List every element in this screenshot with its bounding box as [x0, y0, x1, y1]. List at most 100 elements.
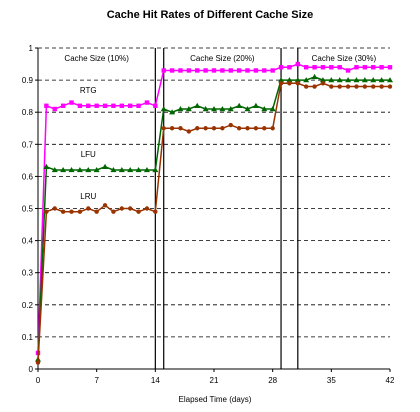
x-tick-label-1: 7 [94, 376, 99, 385]
y-tick-labels: 0 0.1 0.2 0.3 0.4 0.5 0.6 0.7 0.8 0.9 1 [22, 44, 38, 374]
data-point-lru-4 [69, 209, 74, 214]
data-point-rtg-3 [60, 103, 66, 108]
data-point-rtg-26 [253, 68, 259, 73]
data-point-rtg-27 [262, 68, 267, 73]
data-point-lfu-15 [160, 105, 167, 112]
data-point-rtg-12 [136, 103, 141, 108]
series-group [35, 61, 393, 365]
grid-lines [38, 47, 390, 338]
data-point-lru-0 [35, 360, 41, 365]
data-point-rtg-18 [186, 68, 192, 73]
data-point-lru-21 [211, 126, 217, 131]
data-point-rtg-36 [337, 65, 342, 70]
data-point-lru-5 [77, 209, 83, 214]
data-point-lru-18 [186, 129, 192, 134]
data-point-lru-17 [178, 126, 183, 131]
data-point-lfu-18 [185, 105, 192, 112]
data-point-lfu-28 [269, 105, 276, 112]
data-point-lfu-25 [244, 105, 251, 112]
data-point-lru-41 [379, 84, 384, 89]
series-label-lfu: LFU [81, 150, 96, 159]
data-point-rtg-42 [387, 65, 393, 70]
data-point-lfu-31 [294, 77, 301, 83]
data-point-lru-2 [52, 206, 57, 211]
data-point-lfu-33 [311, 73, 318, 80]
data-point-lfu-17 [177, 105, 184, 112]
series-lru [35, 81, 393, 365]
data-point-lfu-12 [135, 166, 142, 173]
data-point-rtg-29 [278, 65, 284, 70]
data-point-lfu-11 [127, 166, 134, 173]
data-point-rtg-13 [144, 100, 150, 105]
series-labels: RTG LFU LRU [80, 86, 97, 201]
data-point-rtg-28 [270, 68, 275, 73]
y-tick-label-6: 0.6 [22, 172, 34, 181]
data-point-lfu-10 [118, 166, 125, 173]
data-point-rtg-20 [203, 68, 208, 73]
data-point-rtg-14 [153, 103, 158, 108]
data-point-lru-37 [345, 84, 351, 89]
data-point-lfu-8 [102, 163, 109, 169]
y-tick-label-5: 0.5 [22, 205, 34, 214]
data-point-lfu-35 [328, 77, 335, 83]
data-point-lfu-37 [345, 77, 352, 83]
y-tick-label-3: 0.3 [22, 269, 34, 278]
x-axis-label: Elapsed Time (days) [179, 395, 252, 404]
data-point-lfu-30 [286, 77, 293, 83]
data-point-lru-40 [371, 84, 376, 89]
data-point-lfu-19 [194, 102, 201, 108]
data-point-rtg-4 [69, 100, 74, 105]
data-point-lfu-23 [227, 105, 234, 112]
data-point-rtg-19 [195, 68, 200, 73]
region-label-0: Cache Size (10%) [64, 54, 129, 63]
data-point-rtg-2 [52, 106, 57, 112]
data-point-rtg-23 [228, 68, 233, 73]
data-point-rtg-9 [111, 103, 116, 108]
data-point-lru-15 [161, 126, 166, 131]
data-point-lru-9 [111, 209, 116, 214]
data-point-lfu-42 [387, 77, 393, 83]
data-point-lru-38 [354, 84, 359, 89]
data-point-lru-19 [195, 126, 200, 131]
x-tick-label-4: 28 [268, 376, 277, 385]
data-point-rtg-30 [287, 65, 292, 70]
data-point-lru-14 [153, 209, 158, 214]
x-tick-label-6: 42 [386, 376, 395, 385]
x-tick-labels: 0 7 14 21 28 35 42 [36, 369, 395, 385]
data-point-rtg-17 [178, 68, 183, 73]
data-point-rtg-11 [127, 103, 133, 108]
data-point-rtg-15 [161, 68, 166, 73]
y-tick-label-10: 1 [29, 44, 34, 53]
data-point-rtg-37 [345, 68, 351, 73]
region-label-2: Cache Size (30%) [312, 54, 377, 63]
data-point-rtg-21 [211, 68, 217, 73]
data-point-rtg-32 [303, 65, 309, 70]
data-point-lru-31 [295, 81, 301, 86]
data-point-lru-20 [203, 126, 208, 131]
data-point-rtg-25 [245, 68, 250, 73]
data-point-lru-12 [136, 209, 141, 214]
data-point-lfu-41 [378, 77, 385, 83]
y-tick-label-0: 0 [29, 365, 34, 374]
data-point-lfu-2 [51, 166, 58, 173]
data-point-rtg-16 [169, 68, 175, 73]
data-point-lru-29 [278, 81, 284, 86]
region-labels: Cache Size (10%) Cache Size (20%) Cache Si… [64, 54, 376, 63]
data-point-rtg-6 [86, 103, 91, 108]
data-point-lru-7 [94, 209, 99, 214]
y-tick-label-2: 0.2 [22, 301, 34, 310]
data-point-lru-26 [253, 126, 259, 131]
data-point-lru-22 [220, 126, 225, 131]
data-point-lfu-3 [60, 166, 67, 173]
data-point-rtg-8 [102, 103, 108, 108]
data-point-lfu-39 [361, 77, 368, 83]
data-point-lfu-26 [252, 102, 259, 108]
data-point-rtg-41 [379, 65, 384, 70]
data-point-lfu-7 [93, 166, 100, 173]
x-tick-label-5: 35 [327, 376, 336, 385]
data-point-lru-32 [303, 84, 309, 89]
data-point-lru-8 [102, 203, 108, 208]
y-tick-label-1: 0.1 [22, 333, 34, 342]
data-point-lru-27 [262, 126, 267, 131]
